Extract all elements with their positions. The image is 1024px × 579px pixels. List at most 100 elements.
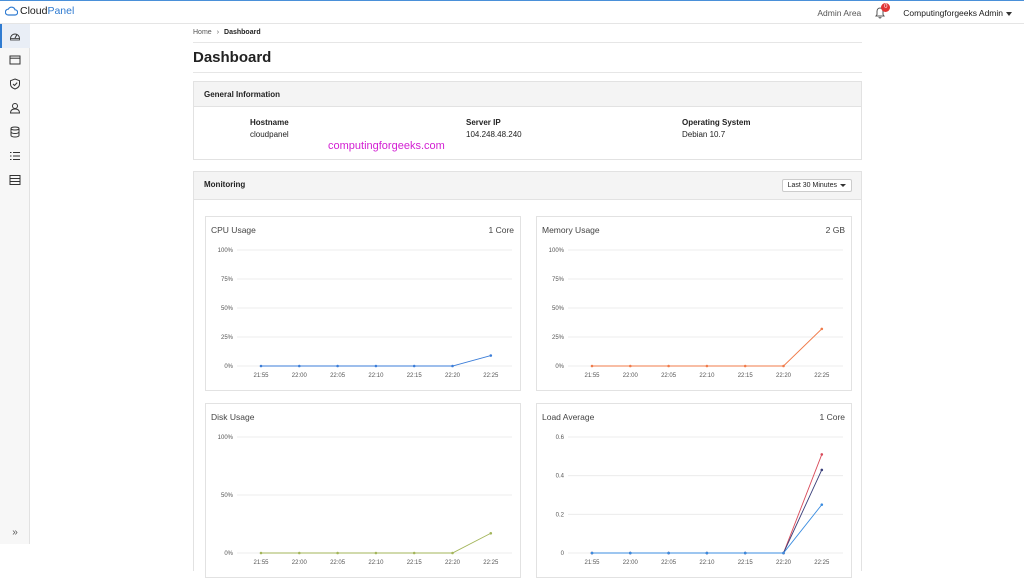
load-average-chart: Load Average 1 Core 0.6 0.4 0.2 0 21:55 22:00… — [536, 403, 852, 578]
y-tick-label: 0% — [555, 364, 564, 370]
y-tick-label: 0% — [224, 364, 233, 370]
data-point — [412, 364, 416, 368]
sidebar-item-events[interactable] — [0, 144, 30, 168]
user-icon — [9, 103, 21, 114]
data-point — [298, 364, 301, 368]
os-value: Debian 10.7 — [682, 130, 726, 139]
brand-name-part1: Cloud — [20, 5, 48, 17]
sidebar-item-users[interactable] — [0, 96, 30, 120]
server-ip-block: Server IP 104.248.48.240 — [466, 118, 522, 139]
shield-icon — [10, 78, 20, 90]
data-point — [820, 327, 824, 331]
data-point — [629, 551, 632, 555]
top-bar: Cloud Panel Admin Area 0 Computingforgeek… — [0, 0, 1024, 24]
general-info-title: General Information — [204, 90, 281, 99]
y-tick-label: 50% — [552, 306, 565, 312]
y-tick-label: 100% — [549, 248, 565, 254]
y-tick-label: 0.6 — [556, 435, 565, 441]
data-point — [590, 551, 594, 555]
y-tick-label: 100% — [218, 435, 234, 441]
page-title: Dashboard — [193, 49, 272, 66]
x-tick-label: 22:10 — [368, 560, 384, 566]
x-tick-label: 22:20 — [776, 373, 792, 379]
data-point — [705, 551, 709, 555]
divider — [193, 42, 862, 43]
x-tick-label: 22:15 — [738, 373, 754, 379]
y-tick-label: 50% — [221, 493, 234, 499]
sidebar-collapse-button[interactable]: » — [12, 527, 18, 538]
hostname-block: Hostname cloudpanel — [250, 118, 289, 139]
chart-meta: 2 GB — [825, 225, 845, 235]
y-tick-label: 25% — [552, 335, 565, 341]
data-point — [667, 551, 670, 555]
server-ip-value: 104.248.48.240 — [466, 130, 522, 139]
series-line — [261, 532, 492, 554]
sidebar-item-services[interactable] — [0, 168, 30, 192]
y-tick-label: 100% — [218, 248, 234, 254]
sidebar-item-dashboard[interactable] — [0, 24, 30, 48]
x-tick-label: 22:00 — [292, 560, 308, 566]
time-range-value: Last 30 Minutes — [787, 182, 837, 189]
sidebar-item-databases[interactable] — [0, 120, 30, 144]
admin-area-link[interactable]: Admin Area — [817, 8, 862, 18]
data-point — [298, 551, 301, 555]
chart-title: Disk Usage — [211, 412, 255, 422]
breadcrumb-separator-icon: › — [216, 29, 220, 36]
server-icon — [9, 175, 21, 185]
y-tick-label: 50% — [221, 306, 234, 312]
data-point — [259, 364, 263, 368]
x-tick-label: 22:05 — [330, 560, 346, 566]
y-tick-label: 25% — [221, 335, 234, 341]
x-tick-label: 22:10 — [699, 373, 715, 379]
caret-down-icon — [840, 183, 846, 187]
x-tick-label: 22:05 — [330, 373, 346, 379]
data-point — [820, 468, 824, 472]
series-line — [592, 469, 823, 554]
breadcrumb-home[interactable]: Home — [193, 29, 212, 36]
hostname-label: Hostname — [250, 118, 289, 127]
time-range-select[interactable]: Last 30 Minutes — [781, 179, 852, 192]
chart-plot: 100% 75% 50% 25% 0% 21:55 22:00 22:05 22:10 22:15… — [218, 248, 512, 379]
x-tick-label: 22:05 — [661, 560, 677, 566]
series-line — [592, 454, 823, 554]
panel-header: General Information — [194, 82, 861, 107]
data-point — [705, 364, 709, 368]
series-line — [592, 328, 823, 367]
x-tick-label: 22:15 — [738, 560, 754, 566]
notifications-button[interactable]: 0 — [875, 3, 891, 19]
data-point — [451, 364, 454, 368]
user-menu[interactable]: Computingforgeeks Admin — [903, 8, 1012, 18]
sidebar: » — [0, 24, 30, 544]
chart-plot: 100% 75% 50% 25% 0% 21:55 22:00 22:05 22:10 22:15… — [549, 248, 843, 379]
data-point — [782, 364, 785, 368]
x-tick-label: 22:25 — [483, 560, 499, 566]
memory-usage-chart: Memory Usage 2 GB 100% 75% 50% 25% 0% 21:55 22… — [536, 216, 852, 391]
general-info-panel: General Information Hostname cloudpanel … — [193, 81, 862, 160]
y-tick-label: 0.2 — [556, 512, 565, 518]
data-point — [451, 551, 454, 555]
x-tick-label: 22:10 — [368, 373, 384, 379]
x-tick-label: 22:05 — [661, 373, 677, 379]
os-label: Operating System — [682, 118, 751, 127]
watermark-text: computingforgeeks.com — [328, 140, 445, 152]
brand-logo[interactable]: Cloud Panel — [5, 5, 74, 17]
chart-plot: 0.6 0.4 0.2 0 21:55 22:00 22:05 22:10 22:15 22:20… — [556, 435, 843, 566]
x-tick-label: 22:20 — [445, 373, 461, 379]
data-point — [259, 551, 263, 555]
monitoring-panel: Monitoring Last 30 Minutes CPU Usage 1 C… — [193, 171, 862, 578]
cloud-icon — [5, 6, 18, 16]
y-tick-label: 0.4 — [556, 474, 565, 480]
data-point — [743, 364, 747, 368]
sidebar-item-security[interactable] — [0, 72, 30, 96]
sidebar-item-sites[interactable] — [0, 48, 30, 72]
x-tick-label: 22:00 — [623, 373, 639, 379]
data-point — [336, 364, 339, 368]
chart-meta: 1 Core — [819, 412, 845, 422]
x-tick-label: 22:15 — [407, 560, 423, 566]
chart-title: Load Average — [542, 412, 595, 422]
data-point — [820, 503, 824, 506]
x-tick-label: 21:55 — [584, 373, 600, 379]
x-tick-label: 21:55 — [253, 560, 269, 566]
data-point — [412, 551, 416, 555]
series-line — [261, 355, 491, 367]
